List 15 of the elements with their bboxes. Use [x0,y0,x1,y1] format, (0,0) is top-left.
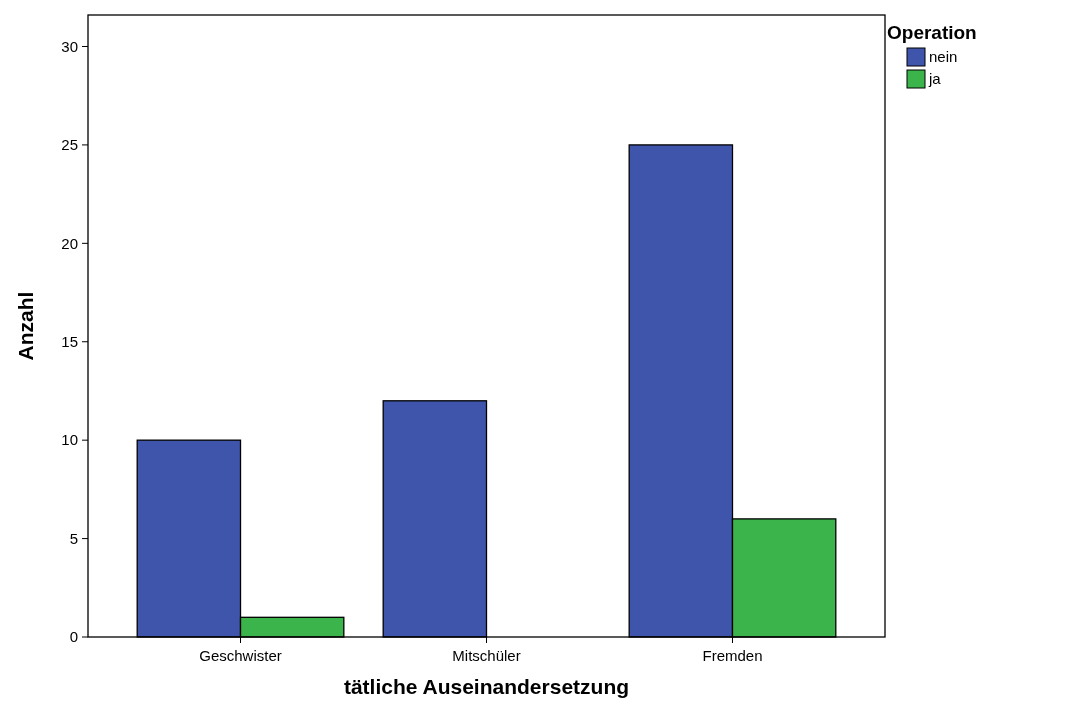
x-tick-label: Mitschüler [452,647,521,664]
legend-title: Operation [887,22,977,43]
x-tick-label: Fremden [702,647,763,664]
y-tick-label: 5 [69,529,78,547]
x-axis-title: tätliche Auseinandersetzung [343,675,630,698]
y-tick-label: 25 [61,136,78,154]
x-tick-label: Geschwister [199,647,282,664]
y-axis-title: Anzahl [14,291,37,361]
legend-label: ja [928,70,942,87]
y-tick-label: 10 [61,431,78,449]
legend-label: nein [929,48,958,65]
y-tick-label: 20 [61,234,78,252]
y-tick-label: 0 [69,628,78,646]
y-tick-label: 30 [61,37,78,55]
y-tick-label: 15 [61,333,78,350]
